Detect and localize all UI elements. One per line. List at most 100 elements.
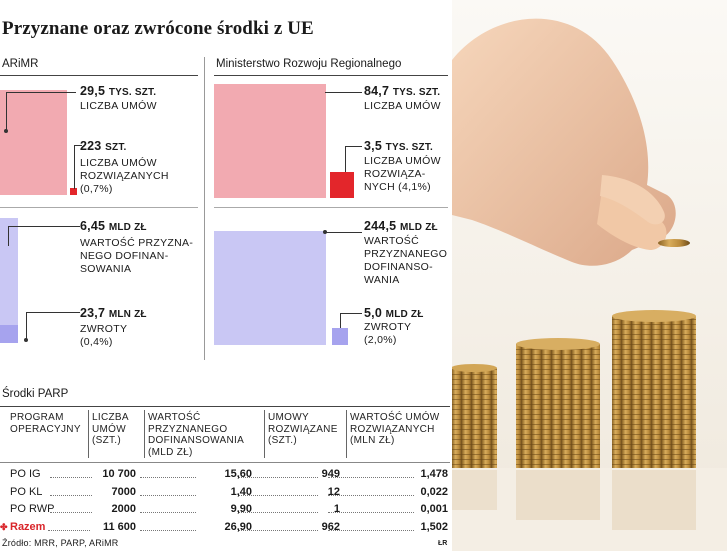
program-cell: PO IG — [10, 468, 41, 480]
dot-leader — [238, 477, 318, 478]
photo-illustration — [452, 0, 727, 551]
program-cell: PO RWP — [10, 503, 55, 515]
finger-icon — [597, 190, 667, 250]
bar-mrr-terminated — [330, 172, 354, 198]
value-cell: 1,478 — [420, 468, 448, 480]
column-header: LICZBA UMÓW (SZT.) — [92, 412, 129, 446]
leader-line — [345, 146, 362, 172]
label-arimr-funding: WARTOŚĆ PRZYZNA- NEGO DOFINAN- SOWANIA — [80, 237, 194, 275]
dot-leader — [140, 477, 196, 478]
value-cell: 26,90 — [224, 520, 252, 533]
value-cell: 0,022 — [420, 485, 448, 498]
dot-leader — [50, 512, 92, 513]
bar-mrr-contracts — [214, 84, 326, 198]
bar-arimr-contracts — [0, 90, 67, 195]
dot-leader — [328, 512, 414, 513]
label-mrr-refunds: ZWROTY (2,0%) — [364, 321, 412, 346]
table-row: Razem ✤ 11 600 26,90 962 1,502 — [0, 519, 452, 536]
column-header: WARTOŚĆ UMÓW ROZWIĄZANYCH (MLN ZŁ) — [350, 412, 440, 446]
table-title: Środki PARP — [2, 388, 69, 400]
dot-leader — [328, 494, 414, 496]
value-arimr-terminated: 223 SZT. — [80, 139, 127, 153]
divider — [214, 207, 448, 208]
value-cell: 1,502 — [420, 520, 448, 533]
bar-arimr-refunds — [0, 325, 18, 343]
coin-stacks-hand-photo — [452, 0, 727, 551]
program-cell: PO KL — [10, 485, 43, 498]
value-arimr-funding: 6,45 MLD ZŁ — [80, 219, 147, 233]
label-mrr-terminated: LICZBA UMÓW ROZWIĄZA- NYCH (4,1%) — [364, 155, 441, 193]
column-header: WARTOŚĆ PRZYZNANEGO DOFINANSOWANIA (MLD … — [148, 412, 245, 458]
bar-mrr-refunds — [332, 328, 348, 345]
held-coin-icon — [658, 239, 690, 247]
program-cell: Razem — [10, 520, 46, 533]
bar-arimr-funding — [0, 218, 18, 343]
value-cell: 0,001 — [420, 503, 448, 515]
column-rule — [88, 410, 89, 458]
value-cell: 1,40 — [230, 485, 252, 498]
column-header: PROGRAM OPERACYJNY — [10, 412, 81, 435]
value-mrr-contracts: 84,7 TYS. SZT. — [364, 84, 441, 98]
leader-line — [340, 313, 362, 328]
total-marker-icon: ✤ — [0, 521, 8, 532]
table-row: PO IG 10 700 15,60 949 1,478 — [0, 466, 452, 483]
label-arimr-terminated: LICZBA UMÓW ROZWIĄZANYCH (0,7%) — [80, 157, 169, 195]
divider — [0, 75, 198, 76]
panel-title-arimr: ARiMR — [2, 58, 39, 70]
column-rule — [346, 410, 347, 458]
value-cell: 10 700 — [102, 468, 136, 480]
leader-line — [325, 232, 362, 233]
column-rule — [264, 410, 265, 458]
value-cell: 9,90 — [230, 503, 252, 515]
dot-leader — [48, 529, 90, 531]
leader-dot — [24, 338, 28, 342]
value-cell: 2000 — [111, 503, 136, 515]
panel-separator — [204, 57, 205, 360]
bar-arimr-terminated — [70, 188, 77, 195]
value-cell: 11 600 — [102, 520, 136, 533]
value-arimr-contracts: 29,5 TYS. SZT. — [80, 84, 157, 98]
dot-leader — [328, 529, 414, 531]
leader-dot — [323, 230, 327, 234]
dot-leader — [140, 512, 196, 513]
coin-stack-right — [612, 316, 696, 468]
label-arimr-contracts: LICZBA UMÓW — [80, 100, 157, 112]
leader-line — [6, 92, 76, 132]
dot-leader — [50, 494, 92, 496]
value-cell: 949 — [321, 468, 340, 480]
coin-stack-middle — [516, 344, 600, 468]
label-mrr-contracts: LICZBA UMÓW — [364, 100, 441, 112]
leader-line — [26, 312, 80, 340]
table-row: PO RWP 2000 9,90 1 0,001 — [0, 501, 452, 518]
value-mrr-funding: 244,5 MLD ZŁ — [364, 219, 438, 233]
dot-leader — [238, 529, 318, 531]
credit-mark: ŁR — [438, 540, 448, 547]
leader-line — [8, 226, 80, 246]
label-mrr-funding: WARTOŚĆ PRZYZNANEGO DOFINANSO- WANIA — [364, 235, 448, 286]
leader-line — [325, 92, 362, 93]
infographic: Przyznane oraz zwrócone środki z UE ARiM… — [0, 18, 452, 548]
panel-title-mrr: Ministerstwo Rozwoju Regionalnego — [216, 58, 402, 70]
value-cell: 7000 — [111, 485, 136, 498]
value-cell: 15,60 — [224, 468, 252, 480]
leader-line — [74, 145, 82, 189]
thumb-icon — [600, 175, 665, 225]
divider — [0, 207, 198, 208]
leader-dot — [4, 129, 8, 133]
dot-leader — [140, 494, 196, 496]
source-note: Źródło: MRR, PARP, ARiMR — [2, 538, 119, 548]
divider — [0, 406, 450, 407]
bar-mrr-funding — [214, 231, 326, 345]
divider — [214, 75, 448, 76]
dot-leader — [238, 494, 318, 496]
value-cell: 962 — [321, 520, 340, 533]
infographic-title: Przyznane oraz zwrócone środki z UE — [2, 18, 314, 39]
value-mrr-terminated: 3,5 TYS. SZT. — [364, 139, 434, 153]
dot-leader — [50, 477, 92, 478]
value-cell: 1 — [333, 503, 340, 515]
dot-leader — [238, 512, 318, 513]
dot-leader — [140, 529, 196, 531]
label-arimr-refunds: ZWROTY (0,4%) — [80, 323, 128, 348]
divider — [0, 462, 450, 463]
table-row: PO KL 7000 1,40 12 0,022 — [0, 484, 452, 501]
